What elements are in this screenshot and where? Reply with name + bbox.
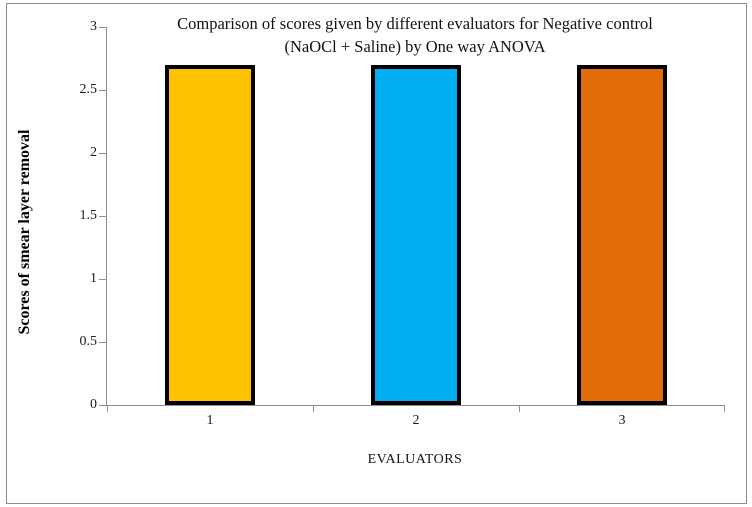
bar-evaluator-1 [165, 65, 255, 405]
x-axis-category-label: 3 [618, 413, 626, 428]
y-axis-tick-label: 1 [90, 271, 97, 286]
y-axis-title: Scores of smear layer removal [16, 129, 33, 335]
x-axis-tick [107, 406, 108, 412]
x-axis-title: EVALUATORS [367, 452, 463, 467]
chart-title-line-2: (NaOCl + Saline) by One way ANOVA [284, 37, 546, 56]
x-axis-tick [313, 406, 314, 412]
chart-title: Comparison of scores given by different … [106, 12, 724, 58]
bar-evaluator-3 [577, 65, 667, 405]
y-axis-tick [99, 215, 106, 217]
y-axis-tick-label: 2.5 [79, 82, 98, 97]
x-axis-category-label: 1 [206, 413, 214, 428]
y-axis-tick [99, 341, 106, 343]
y-axis-tick-label: 3 [90, 19, 97, 34]
y-axis-tick-label: 0.5 [79, 334, 98, 349]
y-axis-tick-label: 0 [90, 397, 97, 412]
bar-evaluator-2 [371, 65, 461, 405]
y-axis-tick-label: 2 [90, 145, 97, 160]
x-axis-tick [724, 406, 725, 412]
y-axis-tick [99, 89, 106, 91]
y-axis-tick-label: 1.5 [79, 208, 98, 223]
chart-title-line-1: Comparison of scores given by different … [177, 14, 653, 33]
y-axis-tick [99, 152, 106, 154]
x-axis-category-label: 2 [412, 413, 420, 428]
y-axis-tick [99, 278, 106, 280]
plot-area: 0 0.5 1 1.5 2 2.5 3 1 2 3 [80, 19, 725, 428]
y-axis-tick [99, 26, 106, 28]
y-axis-tick [99, 404, 106, 406]
x-axis-tick [519, 406, 520, 412]
